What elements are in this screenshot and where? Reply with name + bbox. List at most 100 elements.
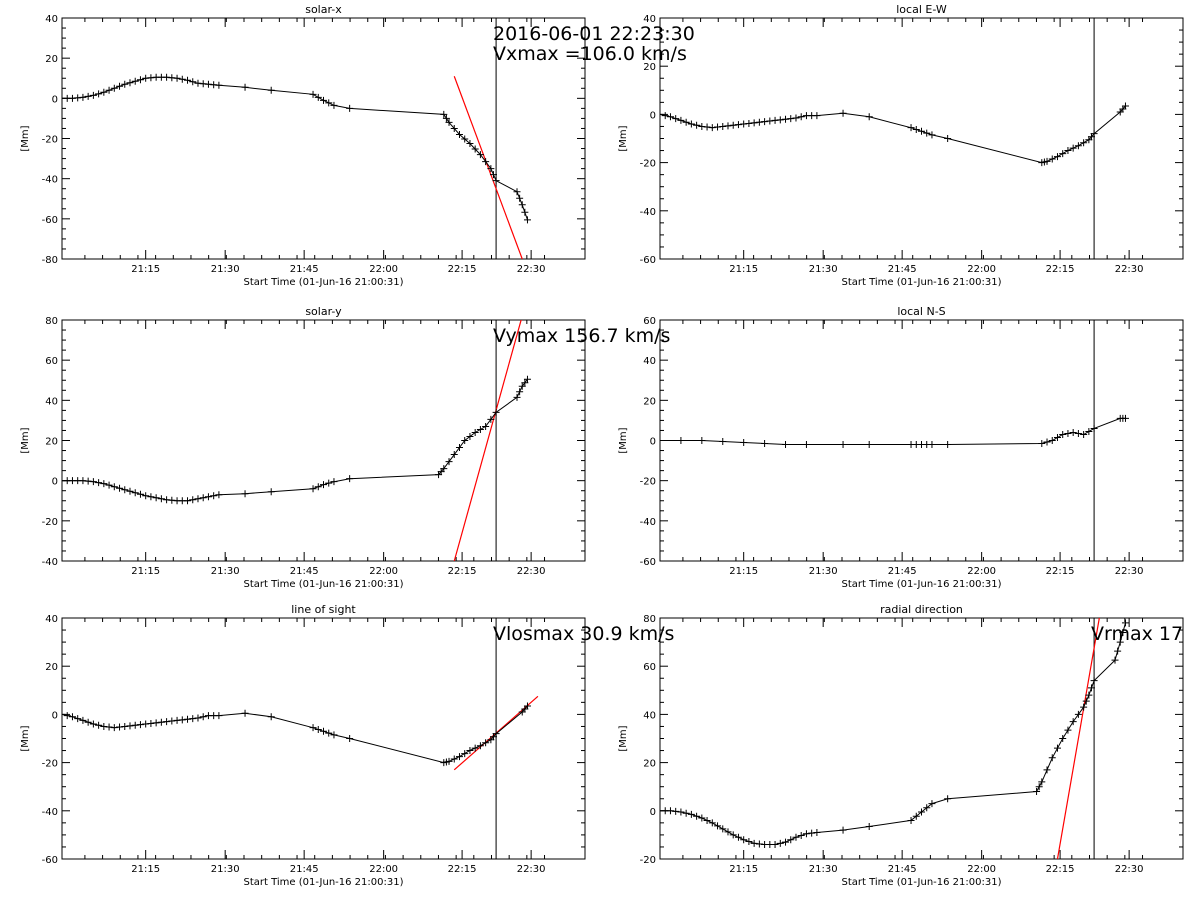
x-tick-label: 22:15 bbox=[448, 264, 477, 275]
x-tick-label: 22:00 bbox=[967, 566, 996, 577]
data-point bbox=[1043, 157, 1051, 165]
data-point bbox=[755, 840, 763, 848]
data-point bbox=[1043, 766, 1051, 774]
x-axis-label: Start Time (01-Jun-16 21:00:31) bbox=[842, 277, 1002, 288]
data-point bbox=[482, 739, 490, 747]
x-tick-label: 21:15 bbox=[131, 864, 160, 875]
data-point bbox=[466, 747, 474, 755]
data-point bbox=[928, 131, 936, 139]
data-point bbox=[740, 439, 748, 447]
data-point bbox=[184, 497, 192, 505]
annotation-datetime: 2016-06-01 22:23:30 bbox=[493, 23, 695, 45]
y-axis-label: [Mm] bbox=[20, 125, 31, 151]
y-tick-label: 60 bbox=[643, 316, 656, 327]
data-point bbox=[492, 177, 500, 185]
data-point bbox=[1074, 429, 1082, 437]
data-point bbox=[1035, 783, 1043, 791]
data-point bbox=[865, 113, 873, 121]
data-point bbox=[729, 121, 737, 129]
data-point bbox=[677, 116, 685, 124]
data-point bbox=[440, 110, 448, 118]
data-point bbox=[346, 735, 354, 742]
data-point bbox=[802, 830, 810, 838]
data-point bbox=[771, 841, 779, 849]
data-point bbox=[724, 828, 732, 836]
data-point bbox=[325, 479, 333, 487]
data-point bbox=[1090, 130, 1098, 138]
data-point bbox=[693, 121, 701, 129]
data-point bbox=[325, 729, 333, 737]
data-point bbox=[928, 441, 936, 449]
velocity-fit-line bbox=[453, 320, 522, 561]
data-point bbox=[761, 118, 769, 126]
data-point bbox=[79, 93, 87, 101]
data-point bbox=[745, 119, 753, 127]
data-point bbox=[267, 488, 275, 496]
x-tick-label: 21:45 bbox=[888, 264, 917, 275]
y-tick-label: 40 bbox=[45, 14, 58, 25]
data-point bbox=[163, 73, 171, 81]
data-point bbox=[100, 722, 108, 730]
data-point bbox=[1059, 150, 1067, 158]
y-axis-label: [Mm] bbox=[20, 725, 31, 751]
plot-frame bbox=[61, 617, 586, 860]
data-point bbox=[168, 496, 176, 504]
x-tick-label: 22:00 bbox=[369, 864, 398, 875]
data-point bbox=[672, 807, 680, 815]
data-point bbox=[792, 114, 800, 122]
y-tick-label: 60 bbox=[45, 356, 58, 367]
data-point bbox=[1059, 735, 1067, 742]
y-tick-label: -20 bbox=[42, 759, 58, 770]
plot-area bbox=[660, 320, 1129, 561]
data-point bbox=[330, 478, 338, 486]
data-point bbox=[84, 92, 92, 100]
data-point bbox=[687, 120, 695, 128]
data-point bbox=[440, 465, 448, 473]
data-point bbox=[1074, 710, 1082, 718]
x-tick-label: 21:30 bbox=[809, 264, 838, 275]
data-point bbox=[1064, 147, 1072, 155]
data-point bbox=[750, 839, 758, 847]
data-point bbox=[1053, 153, 1061, 161]
chart-panel: radial direction -20 0 20 40 60 80 21:15 21:30 21… bbox=[618, 603, 1184, 888]
series-line bbox=[660, 105, 1126, 164]
y-tick-label: 20 bbox=[45, 662, 58, 673]
data-point bbox=[776, 116, 784, 124]
data-point bbox=[89, 91, 97, 99]
data-point bbox=[797, 832, 805, 840]
y-tick-label: 60 bbox=[643, 662, 656, 673]
data-point bbox=[482, 422, 490, 430]
data-point bbox=[944, 441, 952, 449]
data-point bbox=[105, 481, 113, 489]
x-tick-label: 22:00 bbox=[369, 264, 398, 275]
data-point bbox=[1080, 139, 1088, 147]
x-axis-label: Start Time (01-Jun-16 21:00:31) bbox=[244, 877, 404, 888]
chart-panel: solar-y -40 -20 0 20 40 60 80 21:15 21:30 21:45 22:… bbox=[20, 305, 670, 590]
y-tick-label: 40 bbox=[45, 614, 58, 625]
data-point bbox=[309, 485, 317, 493]
data-point bbox=[918, 808, 925, 816]
data-point bbox=[740, 120, 748, 128]
data-point bbox=[445, 458, 453, 466]
data-point bbox=[309, 90, 317, 98]
data-point bbox=[173, 74, 181, 82]
data-point bbox=[142, 492, 150, 500]
data-point bbox=[455, 130, 463, 138]
y-tick-label: 40 bbox=[643, 710, 656, 721]
data-point bbox=[189, 715, 197, 723]
data-point bbox=[797, 113, 805, 121]
data-point bbox=[100, 480, 108, 488]
data-point bbox=[68, 713, 76, 721]
y-tick-label: 20 bbox=[643, 396, 656, 407]
data-point bbox=[693, 812, 701, 820]
data-point bbox=[194, 495, 202, 503]
data-point bbox=[1033, 788, 1041, 796]
data-point bbox=[461, 135, 469, 143]
x-tick-label: 21:15 bbox=[729, 264, 758, 275]
data-point bbox=[100, 88, 108, 96]
data-point bbox=[865, 441, 873, 449]
velocity-annotation: Vlosmax 30.9 km/s bbox=[493, 623, 674, 645]
panel-title: solar-y bbox=[305, 305, 342, 318]
chart-panel: line of sight -60 -40 -20 0 20 40 21:15 21:30 21:… bbox=[20, 603, 674, 888]
